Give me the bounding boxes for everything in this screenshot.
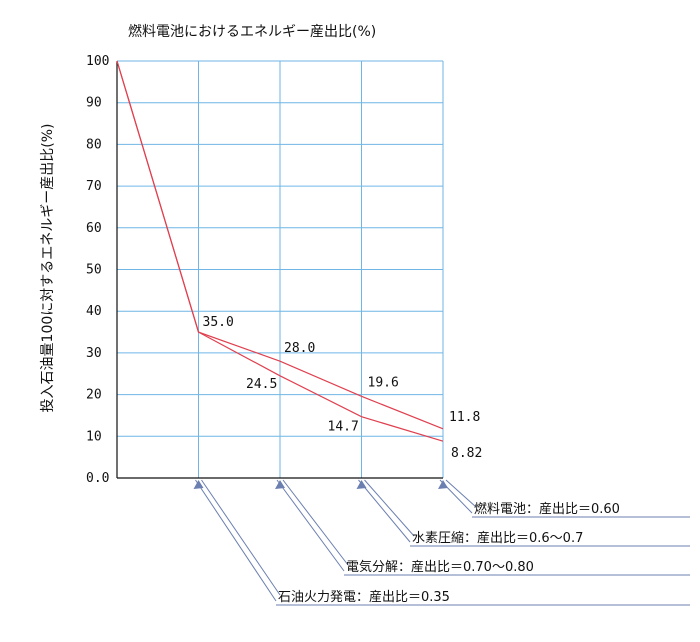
callout-line	[195, 479, 277, 602]
y-tick-label: 60	[86, 221, 102, 236]
y-axis-ticks: 0.0 10 20 30 40 50 60 70 80 90 100	[86, 54, 109, 486]
grid	[117, 61, 443, 478]
data-label: 8.82	[451, 446, 482, 461]
callout-line	[201, 479, 281, 596]
series-line-2	[116, 60, 444, 442]
callout-line	[276, 479, 345, 572]
data-label: 28.0	[284, 341, 315, 356]
y-tick-label: 80	[86, 137, 102, 152]
callout-line	[445, 479, 477, 508]
y-tick-label: 100	[86, 54, 109, 69]
callout-arrowhead	[193, 480, 204, 489]
data-label: 24.5	[246, 377, 277, 392]
callout-label: 石油火力発電：産出比＝0.35	[278, 589, 450, 605]
data-label: 11.8	[449, 410, 480, 425]
callout-label: 電気分解：産出比＝0.70〜0.80	[346, 559, 534, 575]
y-tick-label: 10	[86, 429, 102, 444]
y-tick-label: 0.0	[86, 471, 109, 486]
annotations: 石油火力発電：産出比＝0.35 電気分解：産出比＝0.70〜0.80 水素圧縮：産出…	[193, 479, 690, 606]
y-tick-label: 20	[86, 388, 102, 403]
callout-arrowhead	[438, 480, 448, 489]
series-lines	[116, 60, 444, 442]
y-tick-label: 50	[86, 263, 102, 278]
callout-line	[282, 479, 349, 566]
callout-arrowhead	[275, 480, 285, 489]
y-tick-label: 90	[86, 96, 102, 111]
plot-frame	[116, 60, 444, 479]
callout-label: 燃料電池：産出比＝0.60	[474, 501, 620, 517]
y-tick-label: 30	[86, 346, 102, 361]
data-label: 14.7	[328, 420, 359, 435]
data-label: 19.6	[368, 375, 399, 390]
callout-line	[358, 479, 411, 543]
callout-label: 水素圧縮：産出比＝0.6〜0.7	[412, 530, 583, 546]
data-labels: 35.0 28.0 19.6 11.8 24.5 14.7 8.82	[203, 315, 483, 461]
chart-title: 燃料電池におけるエネルギー産出比(%)	[128, 23, 376, 40]
y-tick-label: 40	[86, 304, 102, 319]
data-label: 35.0	[203, 315, 234, 330]
callout-line	[364, 479, 415, 537]
y-tick-label: 70	[86, 179, 102, 194]
y-axis-label: 投入石油量100に対するエネルギー産出比(%)	[40, 124, 56, 413]
callout-arrowhead	[356, 480, 367, 489]
